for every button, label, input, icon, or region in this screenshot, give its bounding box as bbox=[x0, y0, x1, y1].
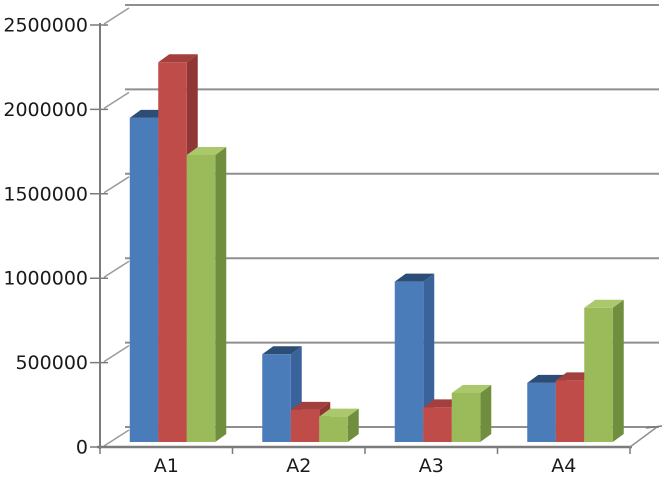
bar-side-face bbox=[612, 299, 624, 442]
bar-front-face bbox=[158, 62, 187, 442]
y-axis-tick-label: 500000 bbox=[15, 352, 88, 374]
floor-right-edge bbox=[629, 426, 658, 448]
y-tick-connector bbox=[103, 260, 130, 278]
bar-front-face bbox=[394, 281, 424, 442]
y-tick-connector bbox=[103, 429, 130, 447]
y-axis-tick-label: 2000000 bbox=[3, 99, 88, 121]
y-axis-tick-label: 1500000 bbox=[3, 183, 88, 205]
bar-top-face bbox=[584, 299, 624, 308]
bar-front-face bbox=[423, 407, 452, 442]
bar-green-A4 bbox=[584, 299, 624, 442]
bar-top-face bbox=[186, 147, 227, 156]
bar-front-face bbox=[527, 382, 556, 442]
bar-front-face bbox=[290, 409, 320, 442]
bar-top-face bbox=[262, 346, 302, 355]
bar-top-face bbox=[319, 408, 359, 417]
bar-front-face bbox=[186, 155, 216, 443]
bar-front-face bbox=[319, 416, 348, 442]
bar-top-face bbox=[394, 273, 435, 282]
floor-right-end-tick bbox=[645, 425, 663, 429]
bar-blue-A3 bbox=[394, 273, 435, 442]
y-tick-connector bbox=[103, 7, 130, 25]
y-tick-connector bbox=[103, 176, 130, 194]
bar-green-A1 bbox=[186, 147, 227, 443]
bar-green-A2 bbox=[319, 408, 359, 442]
bar-front-face bbox=[129, 117, 159, 443]
bar-front-face bbox=[555, 380, 585, 442]
bar-front-face bbox=[451, 393, 481, 442]
bar-front-face bbox=[262, 354, 291, 442]
bar-side-face bbox=[347, 408, 359, 442]
x-axis-category-label: A3 bbox=[419, 455, 444, 477]
y-axis-tick-label: 1000000 bbox=[3, 268, 88, 290]
y-tick-connector bbox=[103, 344, 130, 363]
bar-top-face bbox=[290, 401, 331, 410]
x-axis-category-label: A4 bbox=[551, 455, 576, 477]
bar-top-face bbox=[451, 385, 492, 394]
bar-side-face bbox=[480, 385, 492, 442]
y-axis-tick-label: 0 bbox=[76, 437, 88, 459]
bar-top-face bbox=[158, 54, 198, 63]
bar-side-face bbox=[215, 147, 227, 443]
bar-front-face bbox=[584, 307, 613, 442]
y-tick-connector bbox=[103, 91, 130, 110]
bar-side-face bbox=[423, 273, 435, 442]
bar-green-A3 bbox=[451, 385, 492, 442]
y-axis-tick-label: 2500000 bbox=[3, 15, 88, 37]
x-axis-category-label: A1 bbox=[154, 455, 179, 477]
x-axis-category-label: A2 bbox=[286, 455, 311, 477]
